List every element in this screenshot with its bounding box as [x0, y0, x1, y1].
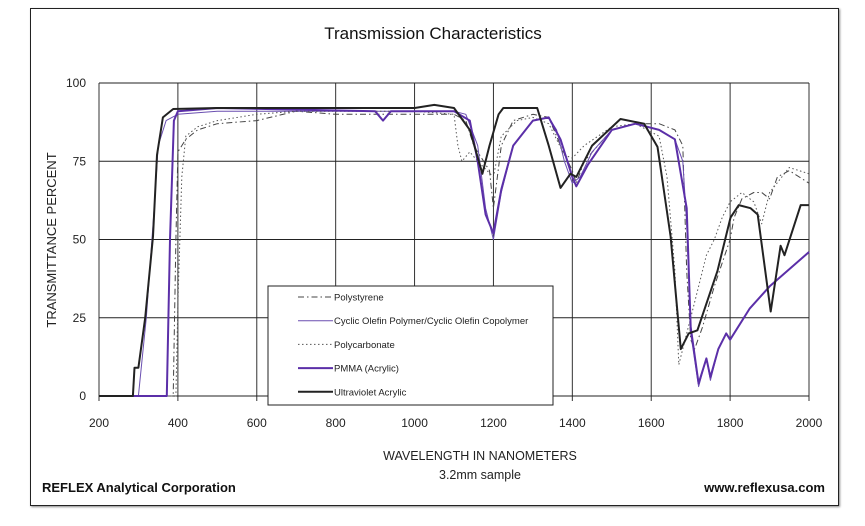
y-axis-label: TRANSMITTANCE PERCENT — [44, 152, 59, 327]
legend-box — [267, 285, 554, 406]
x-axis-label: WAVELENGTH IN NANOMETERS — [383, 449, 577, 463]
series-line-pmma-acrylic — [99, 107, 810, 397]
x-tick-label: 1000 — [401, 416, 428, 430]
chart-title: Transmission Characteristics — [324, 24, 542, 43]
legend-label: PMMA (Acrylic) — [334, 364, 399, 375]
series-line-polycarbonate — [99, 110, 810, 397]
y-tick-label: 75 — [73, 154, 87, 168]
x-tick-label: 1400 — [559, 416, 586, 430]
chart-frame — [30, 8, 839, 506]
series-line-ultraviolet-acrylic — [99, 103, 809, 397]
company-name: REFLEX Analytical Corporation — [42, 480, 236, 495]
series-lines — [99, 103, 810, 397]
legend-label: Polystyrene — [334, 293, 384, 304]
x-tick-label: 1600 — [638, 416, 665, 430]
x-tick-label: 200 — [89, 416, 109, 430]
y-tick-label: 50 — [73, 233, 87, 247]
tick-labels: 200 400 600 800 1000 1200 1400 1600 1800 2000 0 25 5… — [66, 76, 823, 430]
legend: Polystyrene Cyclic Olefin Polymer/Cyclic … — [267, 285, 554, 406]
x-axis-sublabel: 3.2mm sample — [439, 468, 521, 482]
y-tick-label: 0 — [79, 389, 86, 403]
x-tick-label: 600 — [247, 416, 267, 430]
y-tick-label: 100 — [66, 76, 86, 90]
legend-label: Ultraviolet Acrylic — [334, 387, 407, 398]
legend-label: Cyclic Olefin Polymer/Cyclic Olefin Copo… — [334, 316, 528, 327]
website-link[interactable]: www.reflexusa.com — [704, 480, 825, 495]
legend-label: Polycarbonate — [334, 340, 395, 351]
x-tick-label: 1800 — [717, 416, 744, 430]
x-tick-label: 2000 — [796, 416, 823, 430]
series-line-polystyrene — [99, 110, 810, 397]
x-tick-label: 1200 — [480, 416, 507, 430]
x-tick-label: 800 — [326, 416, 346, 430]
x-tick-label: 400 — [168, 416, 188, 430]
y-tick-label: 25 — [73, 311, 87, 325]
